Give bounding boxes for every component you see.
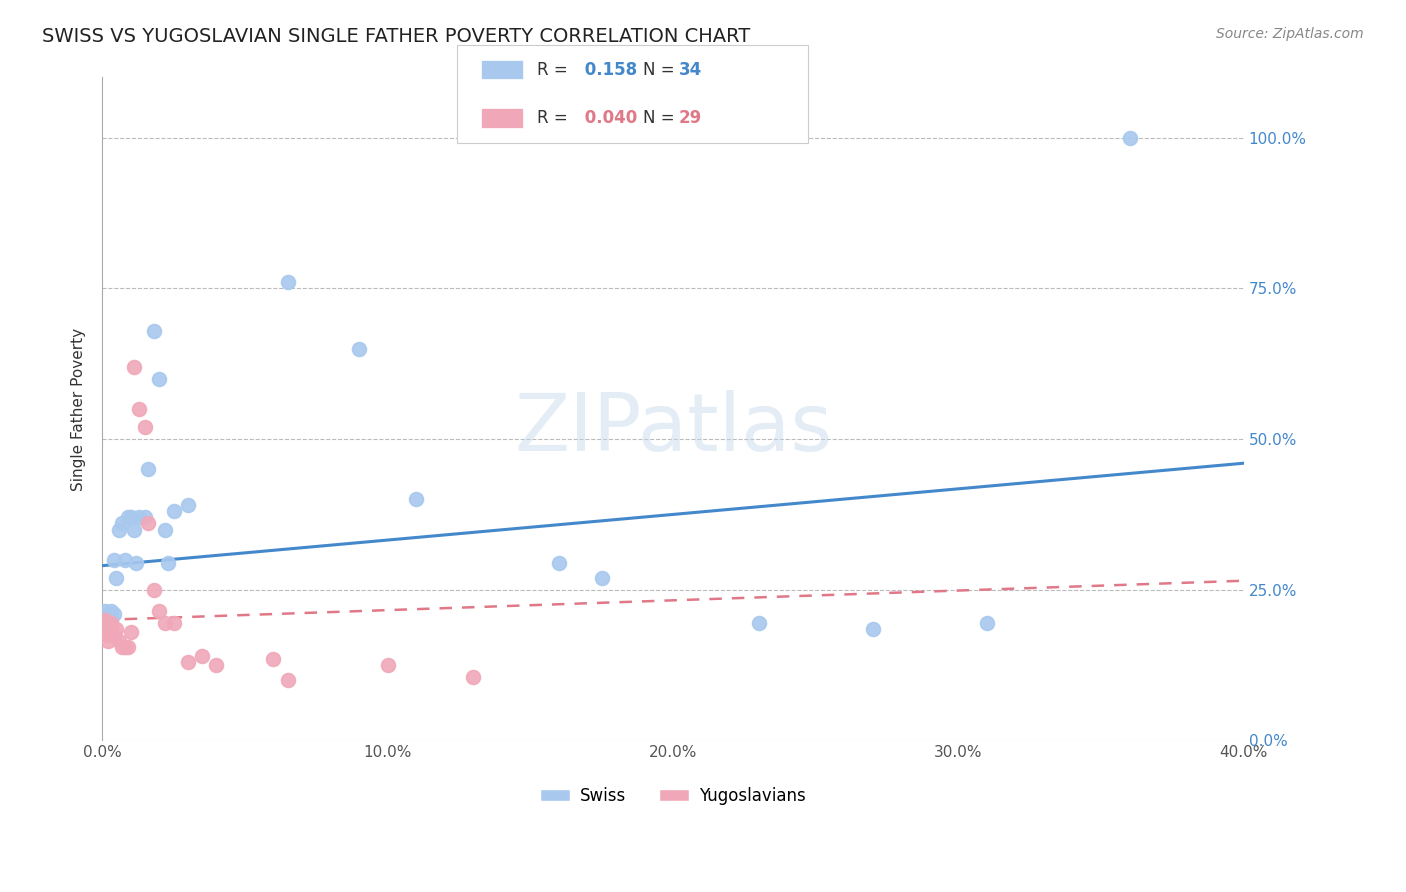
Point [103, 628, 125, 642]
Point [162, 615, 184, 630]
Point [142, 582, 165, 597]
Point [97, 628, 120, 642]
Text: 29: 29 [679, 109, 703, 127]
Point [277, 673, 299, 688]
Point [111, 516, 134, 531]
Point [748, 615, 770, 630]
Point [463, 670, 485, 684]
Text: 0.040: 0.040 [579, 109, 637, 127]
Point [156, 556, 179, 570]
Text: R =: R = [537, 109, 574, 127]
Point [191, 649, 214, 664]
Point [153, 523, 176, 537]
Text: R =: R = [537, 61, 574, 78]
Point [128, 510, 150, 524]
Point [1118, 130, 1140, 145]
Text: 34: 34 [679, 61, 703, 78]
Point [405, 492, 427, 507]
Point [122, 359, 145, 374]
Point [547, 556, 569, 570]
Point [117, 510, 139, 524]
Point [120, 510, 142, 524]
Point [142, 324, 165, 338]
Point [103, 607, 125, 621]
Point [134, 510, 156, 524]
Text: 0.158: 0.158 [579, 61, 637, 78]
Point [128, 401, 150, 416]
Point [862, 622, 884, 636]
Point [205, 658, 228, 673]
Point [125, 556, 148, 570]
Point [377, 658, 399, 673]
Point [122, 523, 145, 537]
Point [162, 504, 184, 518]
Point [120, 624, 142, 639]
Point [97, 634, 120, 648]
Point [97, 619, 120, 633]
Point [103, 552, 125, 566]
Point [347, 342, 370, 356]
Point [976, 615, 998, 630]
Point [262, 652, 284, 666]
Point [148, 372, 170, 386]
Point [117, 640, 139, 654]
Point [100, 619, 122, 633]
Text: SWISS VS YUGOSLAVIAN SINGLE FATHER POVERTY CORRELATION CHART: SWISS VS YUGOSLAVIAN SINGLE FATHER POVER… [42, 27, 751, 45]
Point [177, 655, 200, 669]
Point [100, 613, 122, 627]
Point [100, 615, 122, 630]
Point [108, 634, 131, 648]
Point [94, 613, 117, 627]
Y-axis label: Single Father Poverty: Single Father Poverty [72, 327, 86, 491]
Point [105, 571, 128, 585]
Point [591, 571, 613, 585]
Text: ZIPatlas: ZIPatlas [515, 390, 832, 467]
Point [97, 607, 120, 621]
Point [111, 640, 134, 654]
Text: Source: ZipAtlas.com: Source: ZipAtlas.com [1216, 27, 1364, 41]
Point [114, 552, 136, 566]
Point [100, 604, 122, 618]
Point [97, 613, 120, 627]
Point [108, 523, 131, 537]
Text: N =: N = [643, 61, 679, 78]
Point [134, 420, 156, 434]
Legend: Swiss, Yugoslavians: Swiss, Yugoslavians [533, 780, 813, 812]
Point [114, 640, 136, 654]
Point [153, 615, 176, 630]
Point [136, 462, 159, 476]
Point [94, 615, 117, 630]
Point [105, 622, 128, 636]
Point [136, 516, 159, 531]
Text: N =: N = [643, 109, 679, 127]
Point [148, 604, 170, 618]
Point [94, 615, 117, 630]
Point [177, 499, 200, 513]
Point [277, 276, 299, 290]
Point [94, 604, 117, 618]
